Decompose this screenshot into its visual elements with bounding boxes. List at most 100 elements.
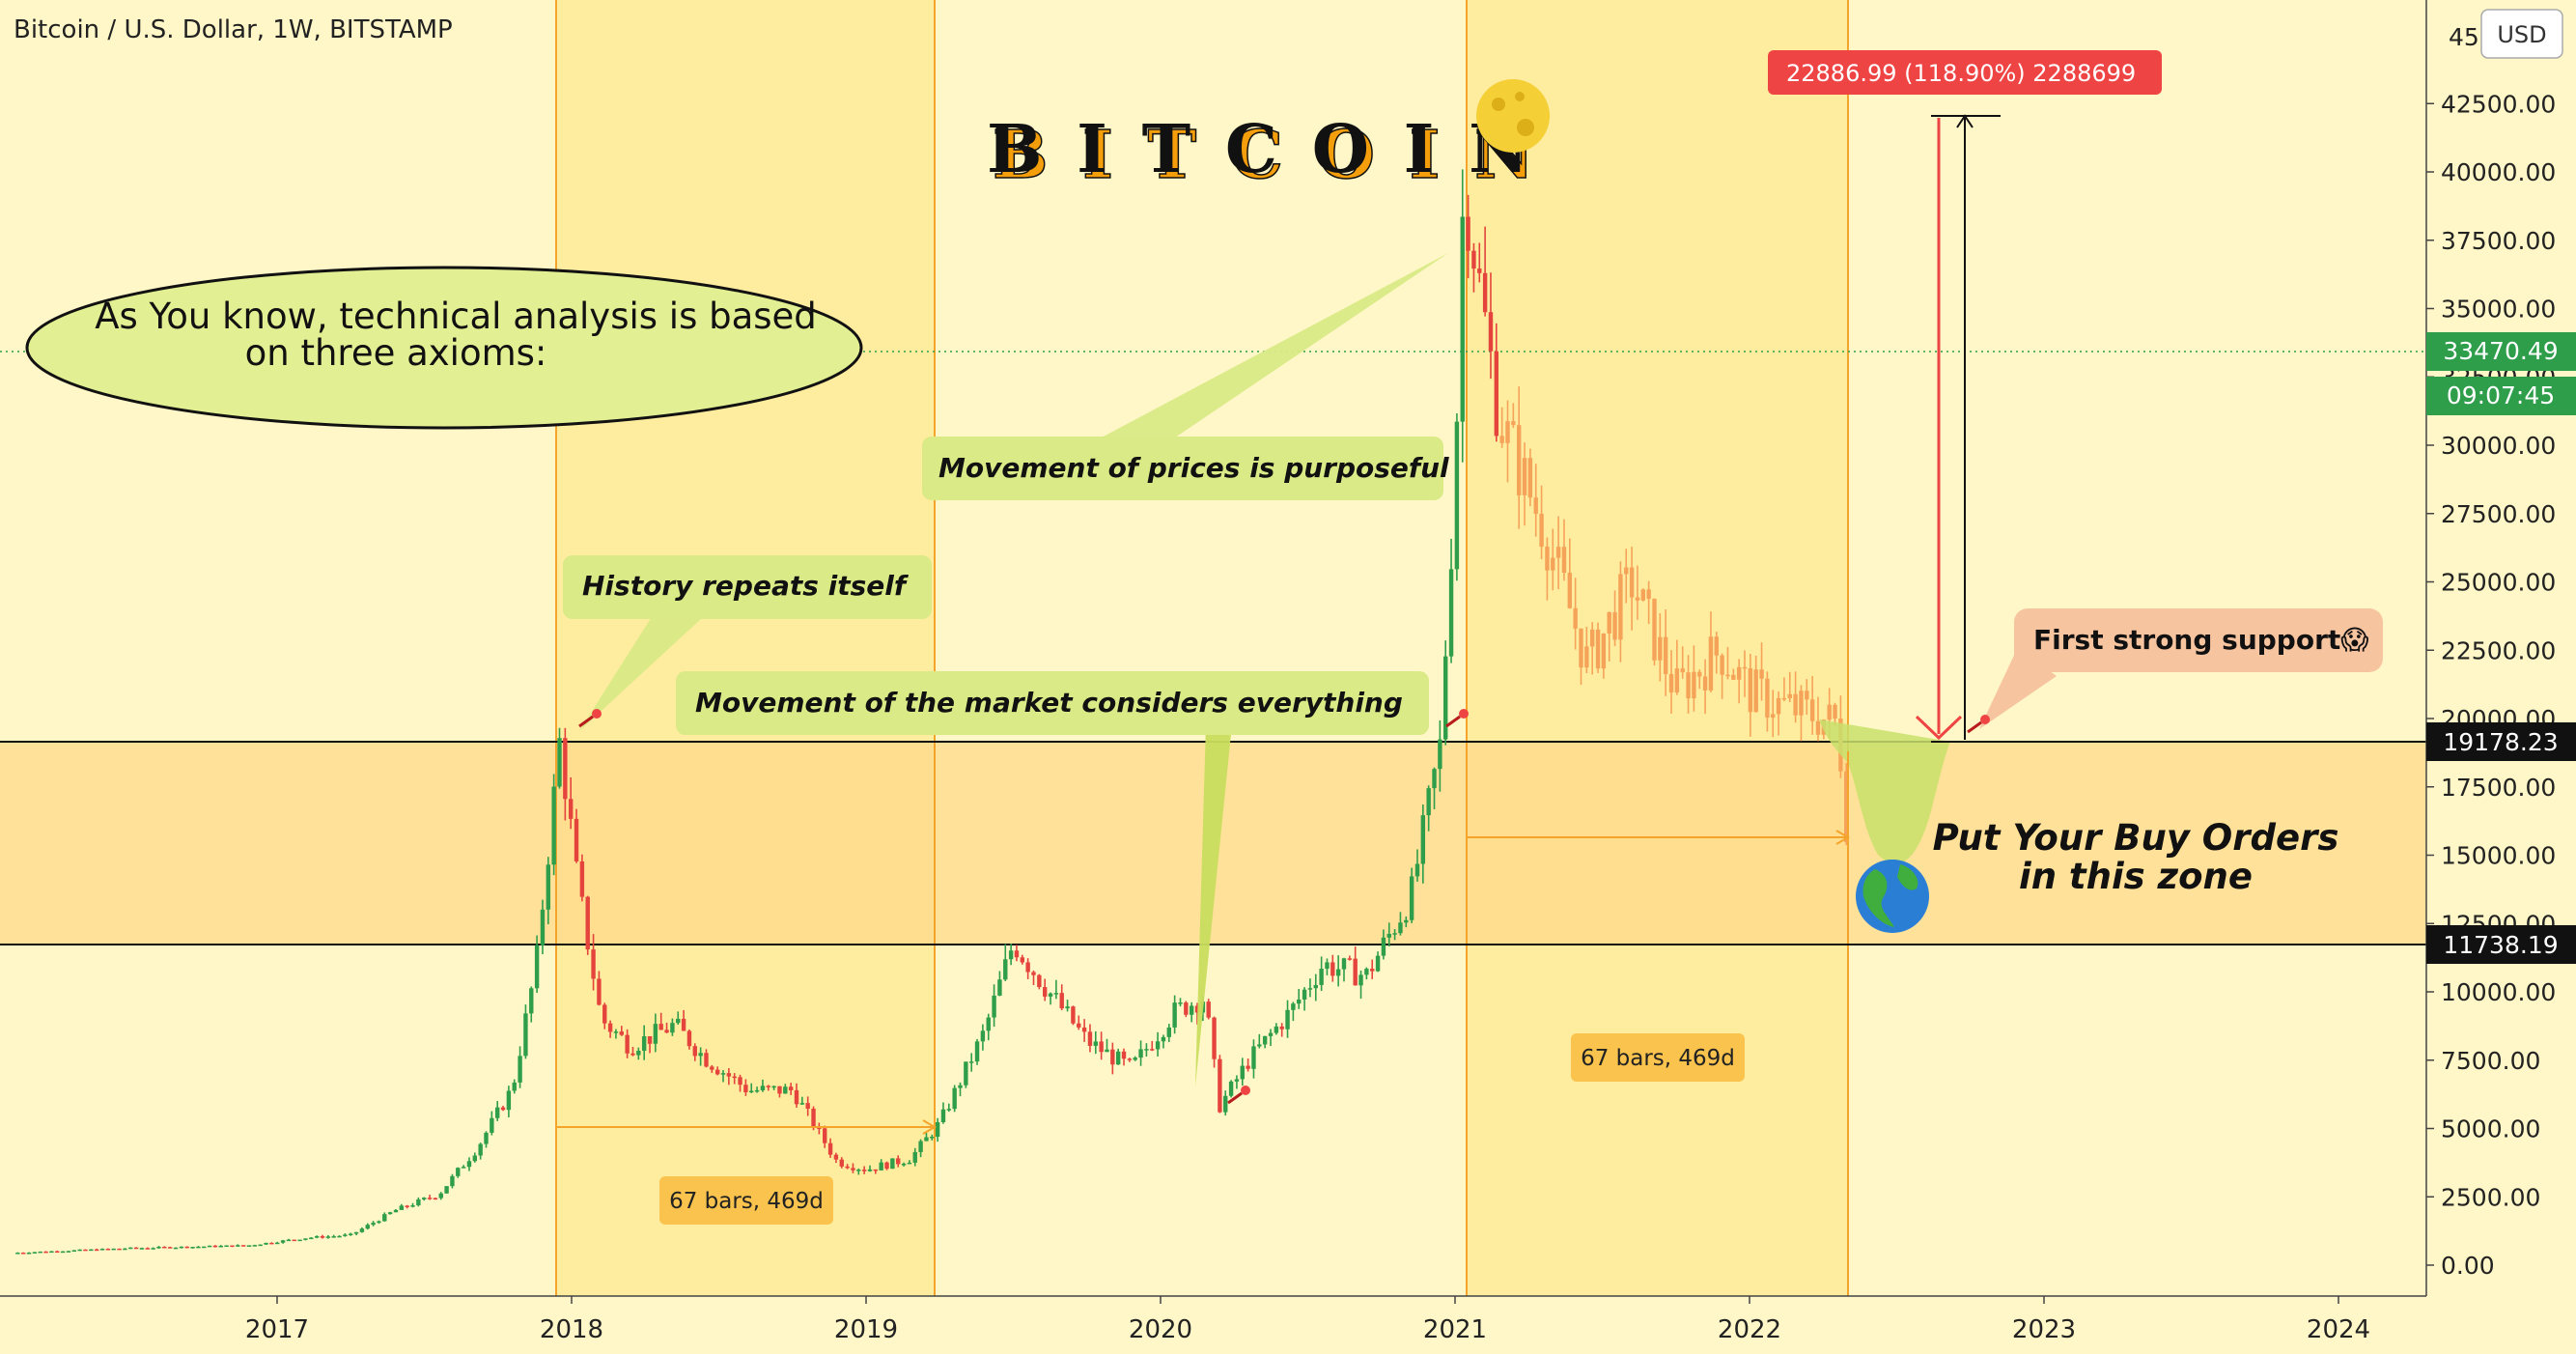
candle-body bbox=[139, 1248, 145, 1250]
countdown-text: 09:07:45 bbox=[2447, 381, 2555, 409]
candle-body bbox=[879, 1162, 883, 1171]
candle-body bbox=[918, 1141, 923, 1152]
candle-body bbox=[811, 1108, 816, 1128]
callout-box-market bbox=[676, 671, 1429, 735]
candle-body bbox=[1138, 1049, 1143, 1058]
candle-body bbox=[1697, 671, 1702, 677]
support-level-badge bbox=[2426, 722, 2576, 761]
axiom-market-text: Movement of the market considers everyth… bbox=[695, 687, 1403, 719]
candle-body bbox=[1488, 312, 1494, 352]
candle-body bbox=[1234, 1079, 1240, 1082]
candle-body bbox=[1392, 933, 1397, 935]
candle-body bbox=[529, 988, 534, 1014]
time-tick-label: 2022 bbox=[1718, 1315, 1781, 1344]
candle-body bbox=[236, 1245, 240, 1247]
candle-body bbox=[151, 1248, 155, 1250]
candle-body bbox=[658, 1024, 663, 1030]
candle-body bbox=[1731, 674, 1736, 680]
candle-body bbox=[184, 1246, 189, 1249]
candle-body bbox=[1714, 636, 1719, 656]
candle-body bbox=[551, 786, 556, 865]
candle-body bbox=[1736, 666, 1742, 680]
candle-body bbox=[405, 1205, 409, 1207]
price-axis-background bbox=[2426, 0, 2576, 1296]
candle-body bbox=[1551, 557, 1555, 571]
candle-body bbox=[1014, 950, 1020, 958]
usd-button-label: USD bbox=[2497, 21, 2546, 48]
candle-body bbox=[607, 1023, 613, 1032]
candle-body bbox=[156, 1246, 161, 1249]
candle-body bbox=[1268, 1032, 1274, 1036]
candle-body bbox=[1358, 974, 1363, 986]
candle-body bbox=[681, 1018, 686, 1031]
candle-body bbox=[1127, 1058, 1133, 1060]
candle-body bbox=[788, 1086, 794, 1090]
range-arrow-2 bbox=[1467, 830, 1850, 845]
candle-body bbox=[359, 1228, 365, 1232]
candle-body bbox=[861, 1170, 867, 1171]
candle-body bbox=[749, 1090, 754, 1093]
candle-body bbox=[325, 1236, 331, 1238]
symbol-title: Bitcoin / U.S. Dollar, 1W, BITSTAMP bbox=[14, 15, 453, 44]
candle-body bbox=[625, 1034, 630, 1054]
candle-body bbox=[382, 1214, 387, 1222]
candle-body bbox=[546, 864, 551, 910]
pin-icon bbox=[1967, 715, 1990, 734]
candle-body bbox=[1144, 1049, 1149, 1051]
candle-body bbox=[845, 1166, 850, 1169]
candle-body bbox=[303, 1238, 308, 1240]
axiom-prices-text: Movement of prices is purposeful bbox=[938, 452, 1449, 484]
candle-body bbox=[1527, 458, 1533, 498]
candle-body bbox=[1364, 969, 1369, 975]
candle-body bbox=[1071, 1006, 1076, 1024]
callout-box-prices bbox=[922, 437, 1443, 500]
candle-body bbox=[343, 1234, 348, 1236]
bars-label-box-2 bbox=[1571, 1033, 1745, 1082]
price-tick-label: 5000.00 bbox=[2441, 1115, 2540, 1143]
candle-body bbox=[964, 1061, 968, 1086]
candle-body bbox=[1663, 636, 1668, 674]
candle-body bbox=[49, 1251, 54, 1254]
candle-body bbox=[1555, 547, 1561, 558]
candle-body bbox=[353, 1231, 359, 1234]
usd-button[interactable] bbox=[2480, 9, 2563, 59]
candle-body bbox=[1742, 666, 1748, 669]
candle-body bbox=[946, 1109, 952, 1111]
candle-body bbox=[1257, 1044, 1262, 1047]
candle-body bbox=[1110, 1049, 1115, 1065]
callout-wedge-market bbox=[1195, 691, 1231, 1086]
candle-body bbox=[275, 1242, 280, 1245]
candle-body bbox=[55, 1251, 60, 1254]
candle-body bbox=[1595, 629, 1601, 669]
candle-body bbox=[1037, 974, 1042, 988]
candle-body bbox=[1059, 993, 1064, 1009]
bars-label-2: 67 bars, 469d bbox=[1581, 1046, 1735, 1071]
candle-body bbox=[1353, 958, 1358, 986]
candle-body bbox=[410, 1205, 415, 1207]
price-tick-label: 17500.00 bbox=[2441, 774, 2556, 802]
candle-body bbox=[1640, 589, 1645, 601]
candle-body bbox=[930, 1137, 935, 1139]
candle-body bbox=[873, 1169, 879, 1171]
price-tick-label: 22500.00 bbox=[2441, 636, 2556, 664]
candle-body bbox=[856, 1170, 861, 1171]
time-tick-label: 2018 bbox=[540, 1315, 603, 1344]
bars-label-box-1 bbox=[659, 1176, 833, 1225]
bars-label-1: 67 bars, 469d bbox=[669, 1189, 824, 1214]
candle-body bbox=[1426, 788, 1431, 816]
price-tick-label: 0.00 bbox=[2441, 1252, 2495, 1280]
candle-body bbox=[992, 995, 996, 1018]
candle-body bbox=[1093, 1041, 1098, 1046]
candle-body bbox=[1702, 676, 1708, 691]
candle-body bbox=[574, 818, 579, 861]
candle-body bbox=[940, 1109, 946, 1123]
candle-body bbox=[1025, 962, 1030, 973]
candle-body bbox=[1601, 633, 1607, 669]
candle-body bbox=[83, 1249, 88, 1252]
candle-body bbox=[732, 1076, 737, 1079]
candle-body bbox=[387, 1212, 393, 1215]
axioms-ellipse bbox=[25, 266, 863, 430]
candle-body bbox=[1833, 704, 1837, 719]
candle-body bbox=[1448, 569, 1454, 657]
projection-bowl bbox=[1819, 719, 1950, 864]
